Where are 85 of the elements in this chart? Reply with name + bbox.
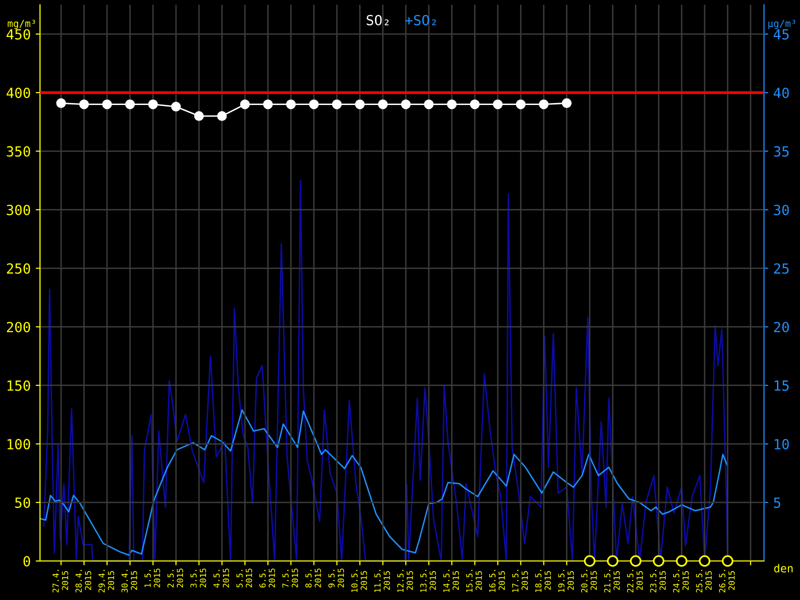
point (171, 102, 181, 112)
x-tick-label: 28.4. 2015 (75, 570, 92, 592)
point (652, 555, 664, 567)
x-tick-label: 17.5. 2015 (512, 570, 528, 592)
point (355, 99, 365, 110)
y-tick-label: 100 (8, 438, 30, 450)
point (148, 99, 158, 110)
x-axis-title: den (774, 564, 793, 572)
y-tick-label: 250 (6, 263, 30, 274)
point (263, 99, 273, 110)
x-tick-label: 9.5. 2015 (328, 568, 344, 588)
x-tick-label: 11.5. 2015 (374, 570, 390, 592)
y-tick-label: 400 (6, 88, 30, 98)
point (56, 98, 66, 108)
y-axis-title: mg/m³ (8, 20, 36, 29)
y-tick-label: 0 (24, 556, 30, 567)
point (606, 555, 618, 567)
point (492, 99, 503, 110)
x-tick-label: 29.4. 2015 (98, 570, 114, 592)
x-tick-label: 20.5. 2015 (581, 570, 597, 592)
x-tick-label: 12.5. 2015 (397, 570, 413, 592)
point (698, 555, 710, 567)
x-tick-label: 24.5. 2015 (673, 570, 689, 592)
x-tick-label: 27.4. 2015 (52, 570, 68, 592)
point (446, 99, 457, 110)
text: +SO₂ (405, 14, 436, 26)
y-tick-label: 350 (6, 146, 30, 157)
y-tick-label: 150 (8, 380, 30, 391)
y-tick-label: 200 (6, 322, 30, 332)
point (470, 99, 480, 110)
point (630, 555, 642, 567)
y2-tick-label: 5 (774, 498, 780, 508)
x-tick-label: 18.5. 2015 (535, 570, 551, 592)
x-tick-label: 2.5. 2015 (167, 568, 184, 588)
x-tick-label: 8.5. 2015 (305, 568, 322, 588)
point (309, 99, 319, 110)
x-tick-label: 14.5. 2015 (443, 570, 459, 592)
point (194, 111, 204, 121)
point (516, 99, 526, 110)
point (102, 99, 112, 110)
point (538, 99, 549, 110)
y2-tick-label: 15 (774, 380, 789, 391)
y2-tick-label: 45 (774, 29, 789, 40)
x-tick-label: 21.5. 2015 (604, 570, 620, 592)
point (378, 99, 388, 110)
x-tick-label: 4.5. 2015 (214, 568, 230, 588)
point (400, 99, 411, 110)
y-tick-label: 450 (6, 29, 30, 40)
point (722, 555, 734, 567)
y-tick-label: 50 (15, 497, 30, 508)
x-tick-label: 5.5. 2015 (236, 568, 252, 588)
point (240, 99, 250, 110)
y2-tick-label: 30 (774, 204, 789, 216)
x-tick-label: 13.5. 2015 (420, 570, 436, 592)
x-tick-label: 26.5. 2015 (719, 570, 735, 592)
x-tick-label: 23.5. 2015 (650, 570, 666, 592)
point (286, 99, 296, 110)
x-tick-label: 6.5. 2015 (259, 568, 276, 588)
y-tick-label: 300 (6, 204, 30, 216)
x-tick-label: 15.5. 2015 (466, 570, 482, 592)
x-tick-label: 22.5. 2015 (627, 570, 643, 592)
x-tick-label: 3.5. 2015 (190, 568, 206, 588)
point (562, 98, 572, 108)
point (79, 99, 89, 110)
x-tick-label: 16.5. 2015 (489, 570, 505, 592)
point (217, 111, 227, 121)
y2-tick-label: 35 (774, 146, 789, 157)
y2-tick-label: 10 (774, 438, 789, 450)
x-tick-label: 30.4. 2015 (121, 570, 138, 592)
y2-axis-title: µg/m³ (768, 20, 796, 29)
y2-tick-label: 20 (774, 322, 789, 332)
point (125, 99, 135, 110)
point (332, 99, 342, 110)
y2-tick-label: 40 (774, 88, 789, 98)
point (424, 99, 434, 110)
point (584, 555, 596, 567)
point (676, 555, 688, 567)
text: SO₂ (366, 14, 389, 26)
line-series (40, 409, 728, 556)
x-tick-label: 19.5. 2015 (558, 570, 574, 592)
x-tick-label: 25.5. 2015 (696, 570, 712, 592)
x-tick-label: 7.5. 2015 (282, 568, 298, 588)
x-tick-label: 10.5. 2015 (351, 570, 367, 592)
y2-tick-label: 25 (774, 263, 789, 274)
x-tick-label: 1.5. 2015 (144, 568, 160, 588)
